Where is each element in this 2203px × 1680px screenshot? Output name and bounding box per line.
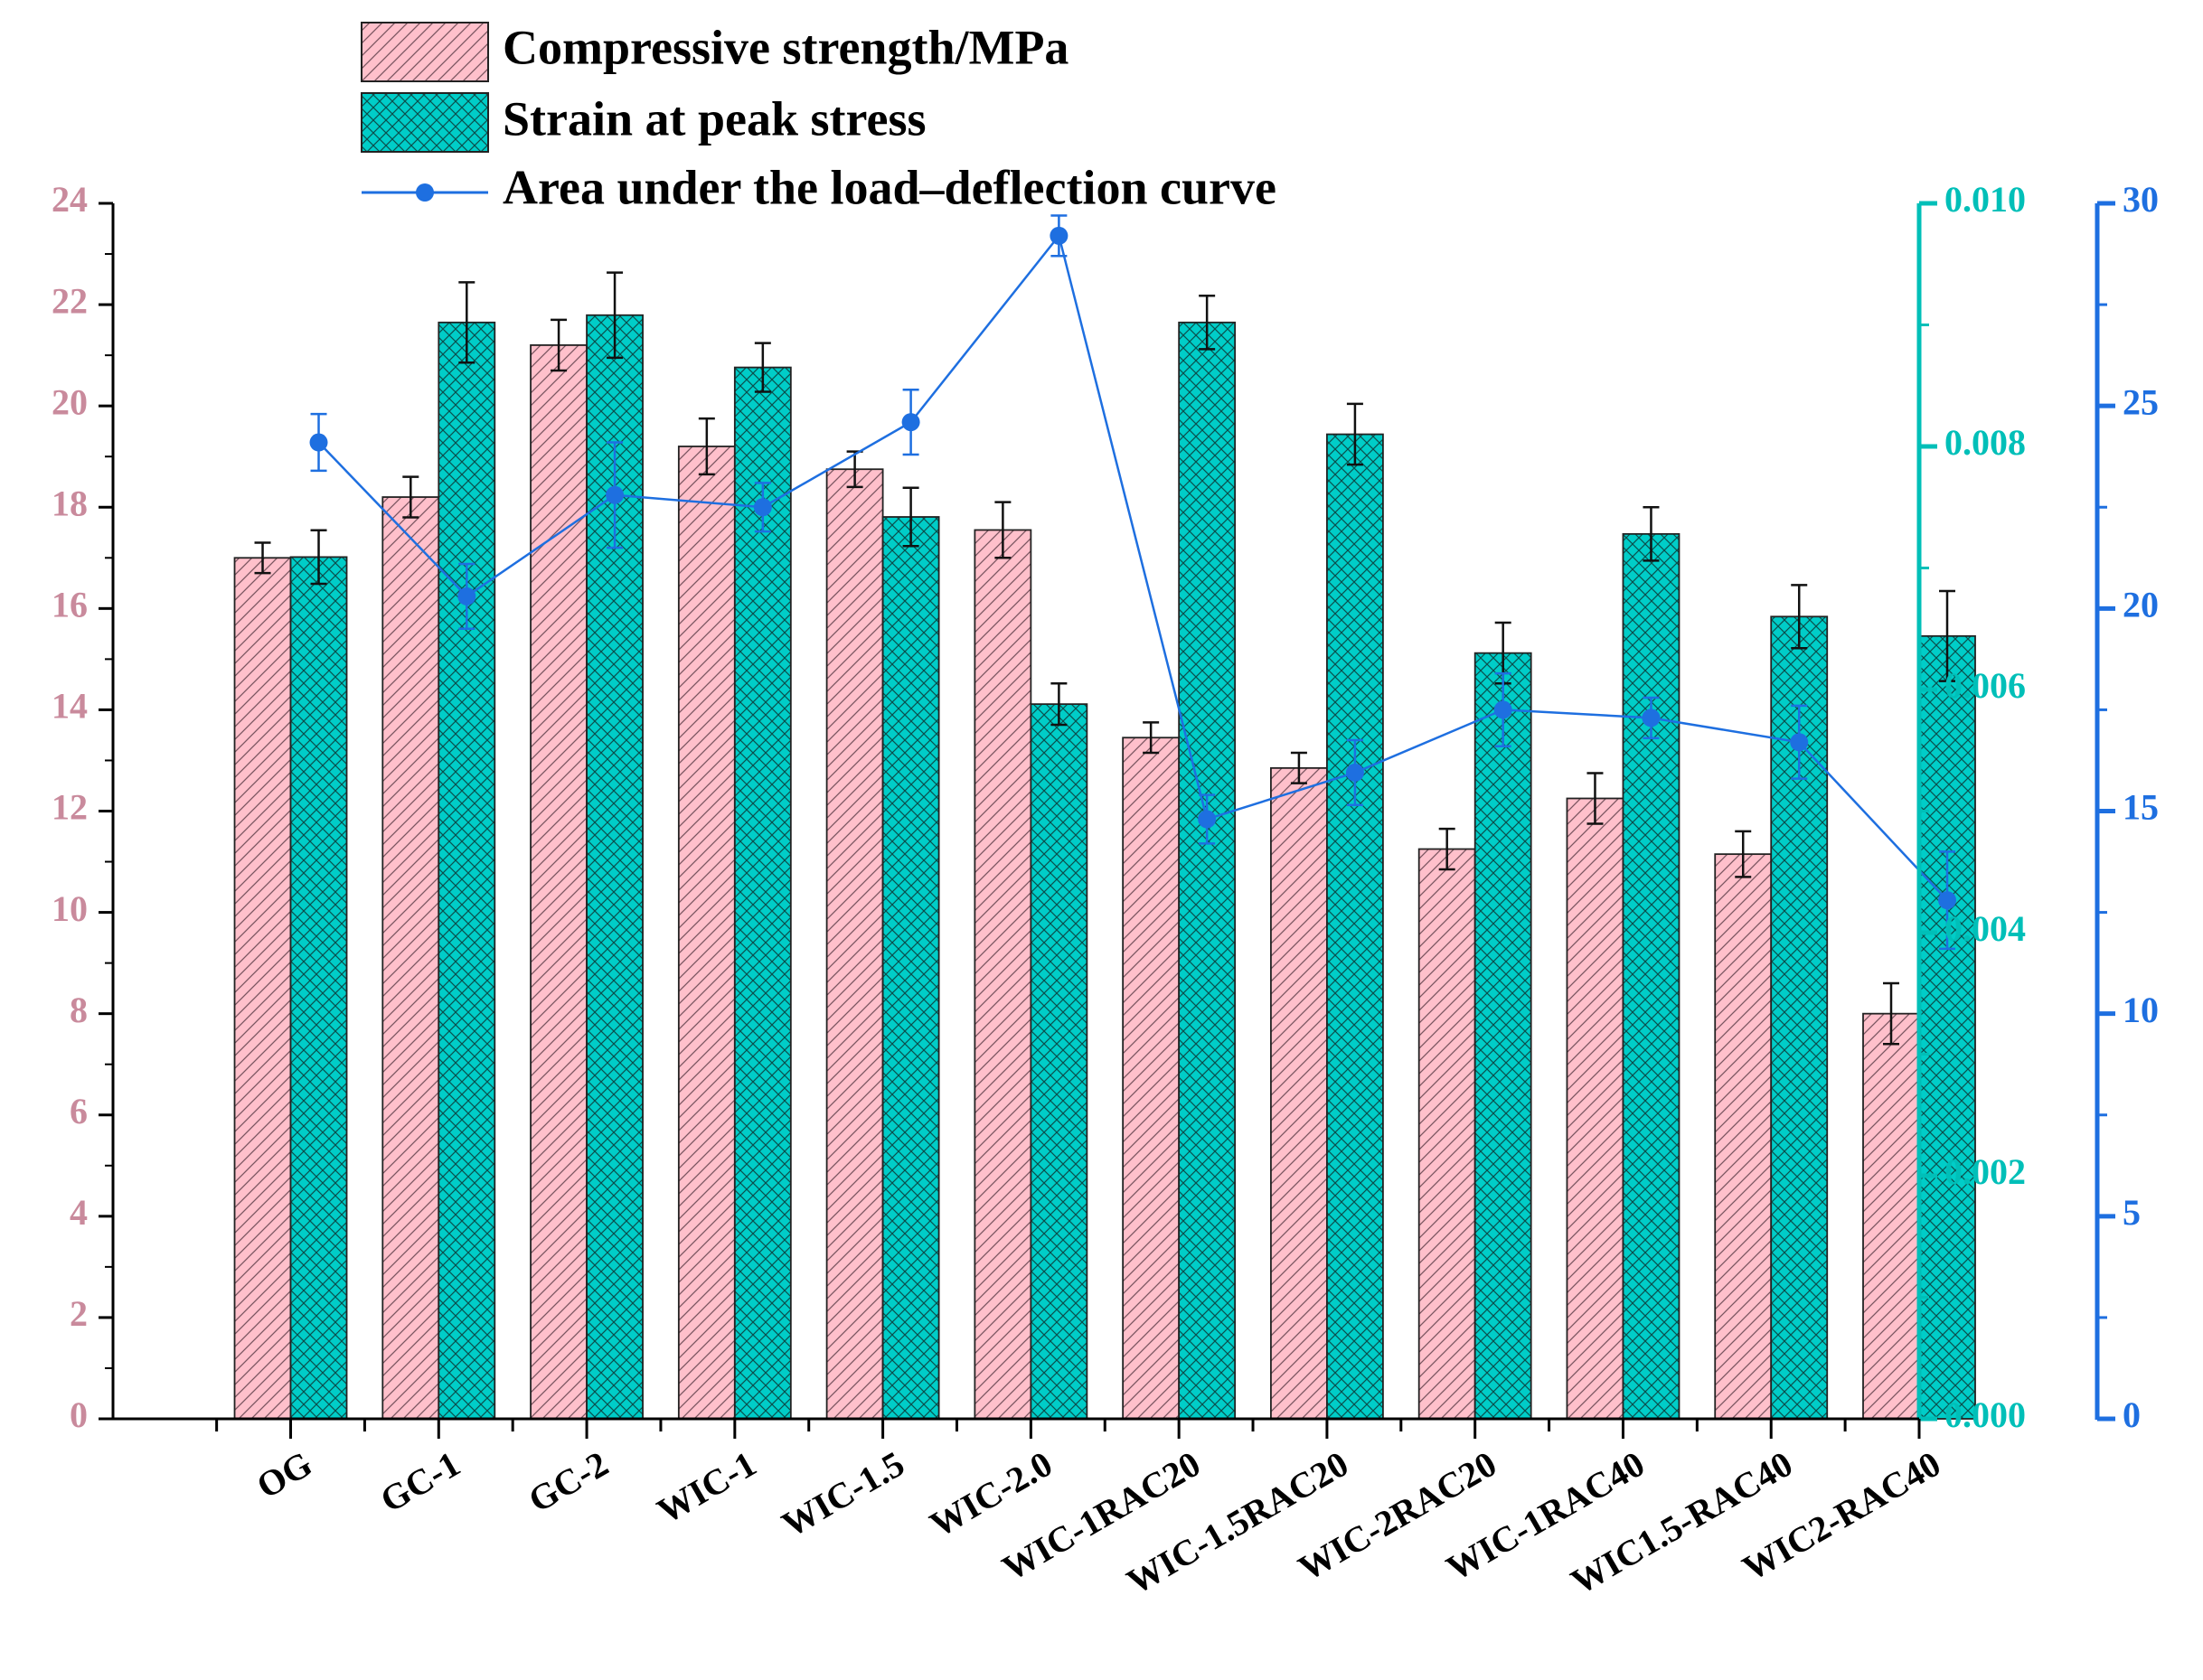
legend-label-strain: Strain at peak stress xyxy=(503,91,927,145)
bar-compressive-6 xyxy=(1122,737,1181,1420)
legend-swatch-strain xyxy=(361,92,489,153)
errbar-strain-6 xyxy=(1199,294,1216,351)
left-tick-label-7: 14 xyxy=(52,686,88,727)
right1-tick-label-3: 0.006 xyxy=(1944,665,2026,706)
errbar-strain-3 xyxy=(754,342,771,393)
left-tick-label-9: 18 xyxy=(52,483,88,523)
point-area-1 xyxy=(457,587,476,605)
legend-marker-area xyxy=(416,183,434,202)
errbar-compressive-6 xyxy=(1143,721,1160,755)
point-area-3 xyxy=(753,498,772,517)
errbar-compressive-0 xyxy=(254,541,271,575)
point-area-5 xyxy=(1050,226,1069,245)
right2-tick-label-1: 5 xyxy=(2123,1192,2141,1233)
errbar-strain-4 xyxy=(902,486,919,548)
point-area-0 xyxy=(309,433,328,452)
errbar-strain-1 xyxy=(458,281,475,364)
left-tick-label-8: 16 xyxy=(52,585,88,625)
point-area-8 xyxy=(1493,700,1512,719)
bar-compressive-3 xyxy=(677,446,736,1420)
left-tick-label-4: 8 xyxy=(70,990,88,1030)
errbar-compressive-9 xyxy=(1586,772,1604,825)
point-area-4 xyxy=(901,413,920,432)
errbar-compressive-10 xyxy=(1735,830,1752,878)
x-tick-label-1: GC-1 xyxy=(373,1443,466,1521)
errbar-compressive-11 xyxy=(1883,981,1899,1046)
right2-tick-label-5: 25 xyxy=(2123,381,2159,422)
point-area-10 xyxy=(1790,733,1809,752)
x-tick-label-0: OG xyxy=(249,1443,318,1506)
bar-compressive-7 xyxy=(1270,766,1328,1420)
left-tick-label-12: 24 xyxy=(52,179,88,220)
bar-strain-11 xyxy=(1918,634,1976,1420)
right2-tick-label-0: 0 xyxy=(2123,1394,2141,1435)
errbar-strain-9 xyxy=(1643,506,1660,562)
right2-tick-label-2: 10 xyxy=(2123,990,2159,1030)
right1-tick-label-4: 0.008 xyxy=(1944,422,2026,463)
point-area-2 xyxy=(606,485,625,504)
bar-compressive-11 xyxy=(1862,1012,1920,1420)
bar-compressive-1 xyxy=(381,496,440,1420)
left-tick-label-3: 6 xyxy=(70,1091,88,1131)
bar-strain-6 xyxy=(1178,321,1237,1420)
left-tick-label-2: 4 xyxy=(70,1192,88,1233)
x-tick-label-3: WIC-1 xyxy=(650,1443,763,1532)
bar-strain-4 xyxy=(881,516,940,1420)
right1-tick-label-0: 0.000 xyxy=(1944,1394,2026,1435)
errbar-strain-11 xyxy=(1939,589,1955,682)
errbar-compressive-5 xyxy=(994,501,1012,559)
right2-tick-label-3: 15 xyxy=(2123,787,2159,828)
bar-strain-9 xyxy=(1622,532,1680,1420)
bar-strain-1 xyxy=(438,321,496,1420)
right1-tick-label-1: 0.002 xyxy=(1944,1151,2026,1192)
legend-label-compressive: Compressive strength/MPa xyxy=(503,20,1069,74)
errbar-compressive-7 xyxy=(1290,751,1307,784)
errbar-strain-10 xyxy=(1791,584,1808,650)
right1-tick-label-5: 0.010 xyxy=(1944,179,2026,220)
point-area-7 xyxy=(1345,763,1364,782)
errbar-strain-0 xyxy=(310,529,327,586)
bar-strain-8 xyxy=(1473,652,1532,1420)
bar-strain-7 xyxy=(1326,433,1384,1420)
bar-strain-0 xyxy=(289,556,348,1420)
left-tick-label-6: 12 xyxy=(52,787,88,828)
errbar-compressive-2 xyxy=(551,318,568,372)
errbar-compressive-8 xyxy=(1438,827,1455,871)
legend-label-area: Area under the load–deflection curve xyxy=(503,160,1276,214)
x-tick-label-4: WIC-1.5 xyxy=(775,1443,910,1545)
left-tick-label-10: 20 xyxy=(52,381,88,422)
point-area-6 xyxy=(1198,810,1217,829)
legend: Compressive strength/MPa Strain at peak s… xyxy=(361,20,1276,214)
right2-tick-label-4: 20 xyxy=(2123,585,2159,625)
right2-tick-label-6: 30 xyxy=(2123,179,2159,220)
errbar-compressive-1 xyxy=(402,475,419,519)
bar-compressive-8 xyxy=(1417,848,1476,1420)
errbar-strain-5 xyxy=(1050,682,1068,727)
errbar-strain-2 xyxy=(607,271,624,360)
left-tick-label-5: 10 xyxy=(52,888,88,929)
x-tick-label-2: GC-2 xyxy=(522,1443,615,1521)
legend-swatch-compressive xyxy=(361,22,489,82)
point-area-11 xyxy=(1938,891,1956,910)
bar-compressive-5 xyxy=(974,529,1032,1420)
errbar-compressive-3 xyxy=(698,417,715,476)
left-tick-label-11: 22 xyxy=(52,280,88,321)
plot-area: 0246810121416182022240.0000.0020.0040.00… xyxy=(52,179,2159,1602)
point-area-9 xyxy=(1642,709,1661,727)
bar-compressive-4 xyxy=(825,468,884,1420)
right1-tick-label-2: 0.004 xyxy=(1944,908,2026,949)
line-area xyxy=(317,233,1948,901)
left-tick-label-0: 0 xyxy=(70,1394,88,1435)
bar-compressive-9 xyxy=(1566,797,1624,1420)
errbar-strain-7 xyxy=(1346,402,1363,466)
bar-strain-5 xyxy=(1030,703,1088,1420)
bar-compressive-10 xyxy=(1714,853,1773,1420)
bar-compressive-2 xyxy=(530,344,588,1420)
left-tick-label-1: 2 xyxy=(70,1293,88,1334)
bar-compressive-0 xyxy=(233,557,292,1420)
